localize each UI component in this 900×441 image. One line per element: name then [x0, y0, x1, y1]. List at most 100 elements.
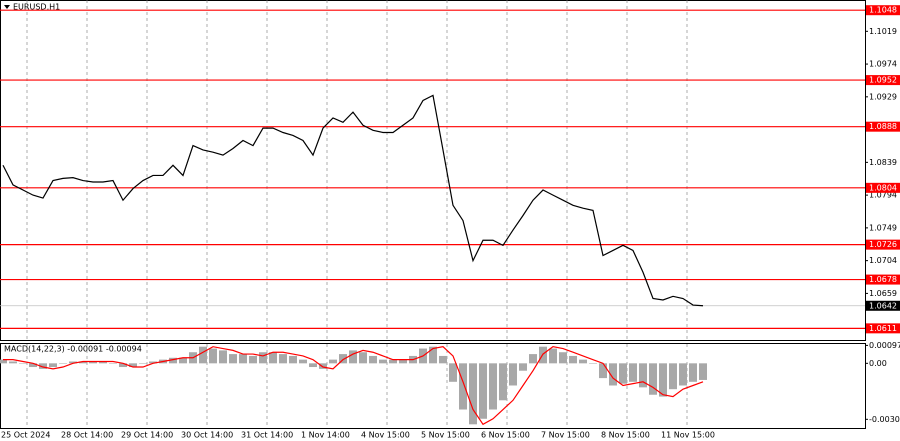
macd-bar	[219, 350, 227, 364]
macd-bar	[279, 354, 287, 364]
y-tick-label: 1.0794	[869, 191, 897, 200]
macd-bar	[19, 363, 27, 364]
macd-bar	[79, 361, 87, 364]
macd-bar	[469, 363, 477, 425]
macd-bar	[489, 363, 497, 410]
macd-bar	[9, 361, 17, 364]
y2-tick-label: 0.00097	[869, 341, 900, 350]
y-tick-label: 1.0749	[869, 223, 897, 232]
macd-bar	[99, 361, 107, 364]
macd-bar	[299, 359, 307, 364]
x-tick-label: 28 Oct 14:00	[61, 431, 113, 440]
macd-bar	[519, 363, 527, 371]
signal-line	[3, 346, 704, 426]
level-label-box	[866, 239, 900, 250]
y-tick-label: 1.0659	[869, 289, 897, 298]
macd-bar	[699, 363, 707, 380]
x-tick-label: 30 Oct 14:00	[181, 431, 233, 440]
x-tick-label: 29 Oct 14:00	[121, 431, 173, 440]
chart-title: EURUSD,H1	[13, 3, 60, 12]
macd-bar	[509, 363, 517, 386]
macd-bar	[109, 363, 117, 364]
y-tick-label: 1.0839	[869, 158, 897, 167]
x-tick-label: 4 Nov 15:00	[361, 431, 410, 440]
macd-bar	[579, 359, 587, 364]
y-tick-label: 1.0929	[869, 92, 897, 101]
macd-bar	[139, 363, 147, 364]
main-panel	[0, 0, 866, 341]
x-tick-label: 25 Oct 2024	[1, 431, 50, 440]
macd-bar	[389, 359, 397, 364]
macd-bar	[679, 363, 687, 386]
macd-bar	[429, 346, 437, 364]
macd-bar	[449, 363, 457, 382]
macd-bar	[589, 363, 597, 364]
price-line	[2, 94, 704, 307]
level-label: 1.0678	[869, 275, 897, 284]
level-label-box	[866, 182, 900, 193]
y-tick-label: 1.1019	[869, 27, 897, 36]
macd-panel	[0, 343, 866, 429]
macd-bar	[609, 363, 617, 386]
macd-bar	[619, 363, 627, 384]
macd-title: MACD(14,22,3) -0.00091 -0.00094	[4, 345, 142, 354]
level-label: 1.0726	[869, 240, 897, 249]
level-label-box	[866, 5, 900, 16]
level-label: 1.0611	[869, 324, 897, 333]
macd-bar	[289, 355, 297, 364]
x-tick-label: 8 Nov 15:00	[601, 431, 650, 440]
menu-arrow	[4, 5, 10, 9]
macd-bar	[169, 357, 177, 364]
macd-bar	[569, 355, 577, 364]
macd-bar	[49, 363, 57, 368]
macd-bar	[309, 363, 317, 368]
macd-bar	[89, 361, 97, 364]
macd-bar	[639, 363, 647, 388]
last-price-box	[866, 300, 900, 311]
macd-bar	[379, 359, 387, 364]
level-label-box	[866, 75, 900, 86]
macd-bar	[459, 363, 467, 410]
macd-bar	[329, 359, 337, 364]
macd-bar	[629, 363, 637, 382]
macd-bar	[319, 363, 327, 369]
macd-bar	[149, 361, 157, 364]
y2-tick-label: 0.00	[869, 359, 887, 368]
macd-bar	[549, 348, 557, 364]
level-label-box	[866, 323, 900, 334]
macd-bar	[669, 363, 677, 390]
y2-tick-label: -0.00303	[869, 415, 900, 424]
macd-bar	[269, 352, 277, 364]
level-label-box	[866, 121, 900, 132]
macd-bar	[229, 354, 237, 364]
macd-bar	[259, 352, 267, 364]
x-tick-label: 1 Nov 14:00	[301, 431, 350, 440]
level-label-box	[866, 274, 900, 285]
macd-bar	[359, 352, 367, 364]
last-price-label: 1.0642	[869, 301, 897, 310]
macd-bar	[649, 363, 657, 395]
x-tick-label: 7 Nov 15:00	[541, 431, 590, 440]
level-label: 1.0952	[869, 76, 897, 85]
macd-bar	[0, 359, 7, 364]
x-tick-label: 31 Oct 14:00	[241, 431, 293, 440]
macd-bar	[349, 350, 357, 364]
x-tick-label: 11 Nov 15:00	[661, 431, 715, 440]
macd-bar	[59, 363, 67, 364]
x-tick-label: 6 Nov 15:00	[481, 431, 530, 440]
macd-bar	[689, 363, 697, 382]
macd-bar	[209, 348, 217, 364]
macd-bar	[499, 363, 507, 401]
macd-bar	[69, 361, 77, 364]
macd-bar	[179, 357, 187, 364]
macd-bar	[29, 363, 37, 368]
macd-bar	[599, 363, 607, 379]
macd-bar	[339, 354, 347, 364]
level-label: 1.0888	[869, 122, 897, 131]
macd-bar	[129, 363, 137, 368]
macd-bar	[439, 355, 447, 364]
macd-bar	[479, 363, 487, 419]
macd-bar	[39, 363, 47, 369]
macd-bar	[559, 352, 567, 364]
